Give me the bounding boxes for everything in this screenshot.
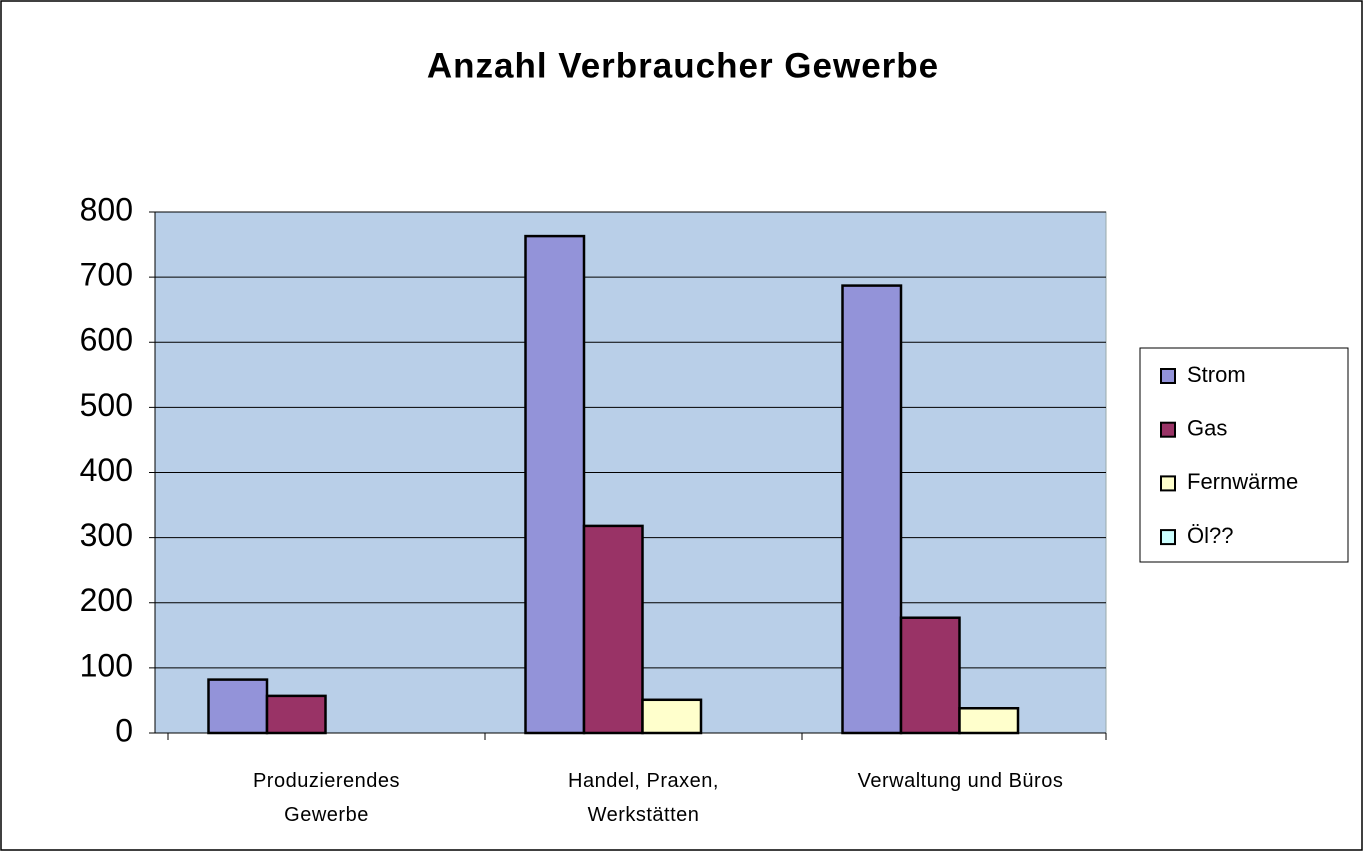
bar — [841, 284, 903, 735]
x-tick-label: Produzierendes Gewerbe — [252, 770, 401, 826]
bar — [958, 707, 1020, 735]
y-tick-label: 200 — [80, 582, 133, 618]
y-tick-label: 800 — [80, 191, 133, 227]
legend-label: Strom — [1187, 362, 1246, 387]
bar — [582, 524, 644, 735]
y-tick-label: 100 — [80, 647, 133, 683]
y-tick-label: 500 — [80, 387, 133, 423]
bar — [207, 678, 269, 735]
legend-swatch — [1160, 368, 1176, 384]
y-tick-label: 700 — [80, 257, 133, 293]
x-tick-label: Verwaltung und Büros — [857, 770, 1064, 792]
bar — [899, 616, 961, 735]
legend-swatch — [1160, 475, 1176, 492]
y-tick-label: 0 — [115, 712, 133, 748]
y-tick-label: 400 — [80, 452, 133, 488]
x-tick-label: Handel, Praxen, Werkstätten — [568, 770, 719, 826]
y-tick-label: 300 — [80, 517, 133, 553]
bar — [265, 694, 327, 735]
legend-label: Gas — [1187, 416, 1227, 441]
bar — [641, 698, 703, 735]
legend-swatch — [1160, 529, 1176, 546]
chart-title: Anzahl Verbraucher Gewerbe — [427, 46, 939, 85]
legend-label: Fernwärme — [1187, 469, 1298, 494]
y-tick-label: 600 — [80, 322, 133, 358]
legend-label: Öl?? — [1187, 523, 1233, 548]
legend-swatch — [1160, 421, 1176, 438]
bar — [524, 234, 586, 735]
